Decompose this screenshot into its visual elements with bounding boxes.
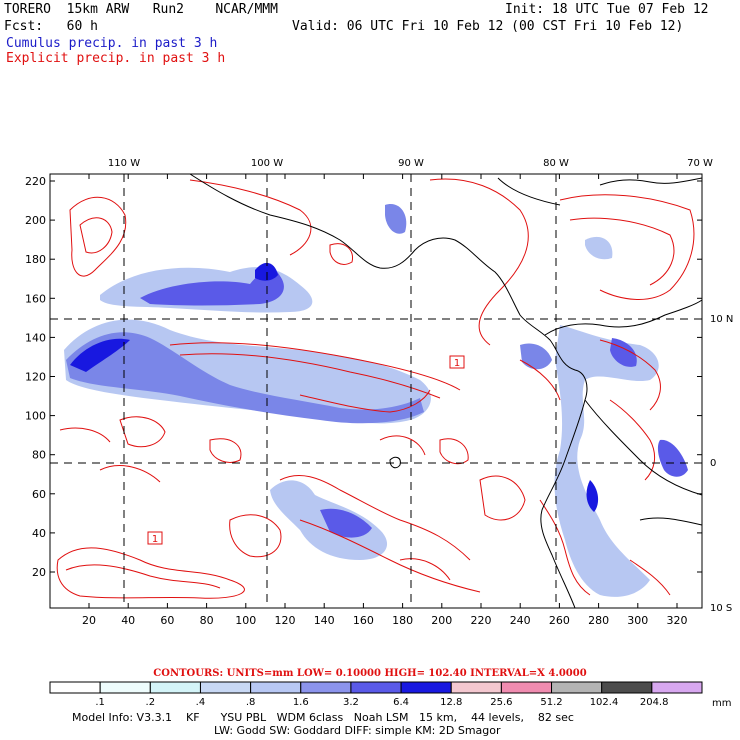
x-tick-label: 120 xyxy=(275,614,296,627)
precip-north-core xyxy=(140,268,284,306)
x-tick-label: 320 xyxy=(667,614,688,627)
y-tick-label: 20 xyxy=(32,566,46,579)
low-marker-label: 1 xyxy=(152,534,158,545)
valid-time: Valid: 06 UTC Fri 10 Feb 12 (00 CST Fri … xyxy=(292,19,684,34)
colorbar-label: 25.6 xyxy=(490,697,513,708)
colorbar-label: 102.4 xyxy=(589,697,619,708)
x-tick-label: 140 xyxy=(314,614,335,627)
x-tick-label: 160 xyxy=(353,614,374,627)
colorbar-swatch xyxy=(49,681,101,694)
model-info-line1: Model Info: V3.3.1 KF YSU PBL WDM 6class… xyxy=(72,711,574,724)
lon-label: 110 W xyxy=(108,158,140,169)
x-tick-label: 200 xyxy=(431,614,452,627)
x-tick-label: 300 xyxy=(627,614,648,627)
colorbar-label: 51.2 xyxy=(540,697,563,708)
colorbar-label: .2 xyxy=(145,697,156,708)
lon-label: 70 W xyxy=(687,158,713,169)
x-tick-label: 240 xyxy=(510,614,531,627)
lat-label: 10 N xyxy=(710,314,733,325)
init-time: Init: 18 UTC Tue 07 Feb 12 xyxy=(505,2,709,17)
x-tick-label: 260 xyxy=(549,614,570,627)
y-tick-labels: 220 200 180 160 140 120 100 80 60 40 20 xyxy=(25,175,46,579)
y-tick-label: 100 xyxy=(25,410,46,423)
x-tick-label: 280 xyxy=(588,614,609,627)
y-tick-label: 120 xyxy=(25,371,46,384)
colorbar-label: .4 xyxy=(195,697,206,708)
x-tick-label: 220 xyxy=(471,614,492,627)
precip-east xyxy=(554,325,659,597)
colorbar-swatch xyxy=(450,681,502,694)
colorbar-swatch xyxy=(400,681,452,694)
frame-ticks xyxy=(50,174,702,608)
x-tick-label: 180 xyxy=(392,614,413,627)
colorbar-swatch xyxy=(199,681,252,694)
colorbar-label: .8 xyxy=(245,697,256,708)
x-tick-label: 60 xyxy=(160,614,174,627)
low-marker-label: 1 xyxy=(454,358,460,369)
explicit-legend: Explicit precip. in past 3 h xyxy=(6,51,226,66)
coastlines xyxy=(189,173,703,609)
explicit-precip-contours xyxy=(56,178,695,599)
latlon-grid xyxy=(50,174,702,608)
colorbar-swatch xyxy=(99,681,151,694)
x-tick-label: 80 xyxy=(200,614,214,627)
colorbar-label: 1.6 xyxy=(292,697,309,708)
colorbar-swatch xyxy=(500,681,553,694)
y-tick-label: 40 xyxy=(32,527,46,540)
colorbar-swatch xyxy=(300,681,352,694)
x-tick-labels: 20 40 60 80 100 120 140 160 180 200 220 240 260 280 30… xyxy=(82,614,688,627)
colorbar-swatch xyxy=(350,681,402,694)
colorbar-label: .1 xyxy=(95,697,105,708)
y-tick-label: 180 xyxy=(25,253,46,266)
low-markers xyxy=(147,355,465,545)
y-tick-label: 220 xyxy=(25,175,46,188)
colorbar-swatch xyxy=(601,681,653,694)
colorbar-label: 12.8 xyxy=(440,697,463,708)
lat-labels: 10 N 0 10 S xyxy=(710,314,733,614)
cumulus-legend: Cumulus precip. in past 3 h xyxy=(6,36,218,51)
colorbar-label: 204.8 xyxy=(639,697,669,708)
colorbar xyxy=(49,681,703,694)
colorbar-swatch xyxy=(551,681,603,694)
y-tick-label: 160 xyxy=(25,292,46,305)
lat-label: 10 S xyxy=(710,603,732,614)
lon-label: 90 W xyxy=(398,158,424,169)
lon-label: 100 W xyxy=(251,158,283,169)
model-info-line2: LW: Godd SW: Goddard DIFF: simple KM: 2D… xyxy=(214,724,501,737)
colorbar-swatch xyxy=(250,681,302,694)
colorbar-swatch xyxy=(651,681,703,694)
colorbar-unit: mm xyxy=(712,698,732,709)
colorbar-swatch xyxy=(149,681,201,694)
colorbar-label: 6.4 xyxy=(393,697,410,708)
x-tick-label: 20 xyxy=(82,614,96,627)
y-tick-label: 80 xyxy=(32,449,46,462)
y-tick-label: 200 xyxy=(25,214,46,227)
y-tick-label: 140 xyxy=(25,331,46,344)
cumulus-precip-areas xyxy=(64,204,688,597)
lon-label: 80 W xyxy=(543,158,569,169)
lat-label: 0 xyxy=(710,458,716,469)
y-tick-label: 60 xyxy=(32,488,46,501)
x-tick-label: 40 xyxy=(121,614,135,627)
colorbar-label: 3.2 xyxy=(342,697,359,708)
precip-band-mid xyxy=(66,332,424,424)
model-title: TORERO 15km ARW Run2 NCAR/MMM xyxy=(4,2,278,17)
contours-info: CONTOURS: UNITS=mm LOW= 0.10000 HIGH= 10… xyxy=(153,668,587,679)
x-tick-label: 100 xyxy=(235,614,256,627)
lon-labels: 110 W 100 W 90 W 80 W 70 W xyxy=(108,158,713,169)
precip-core-west xyxy=(70,338,130,372)
forecast-hour: Fcst: 60 h xyxy=(4,19,98,34)
